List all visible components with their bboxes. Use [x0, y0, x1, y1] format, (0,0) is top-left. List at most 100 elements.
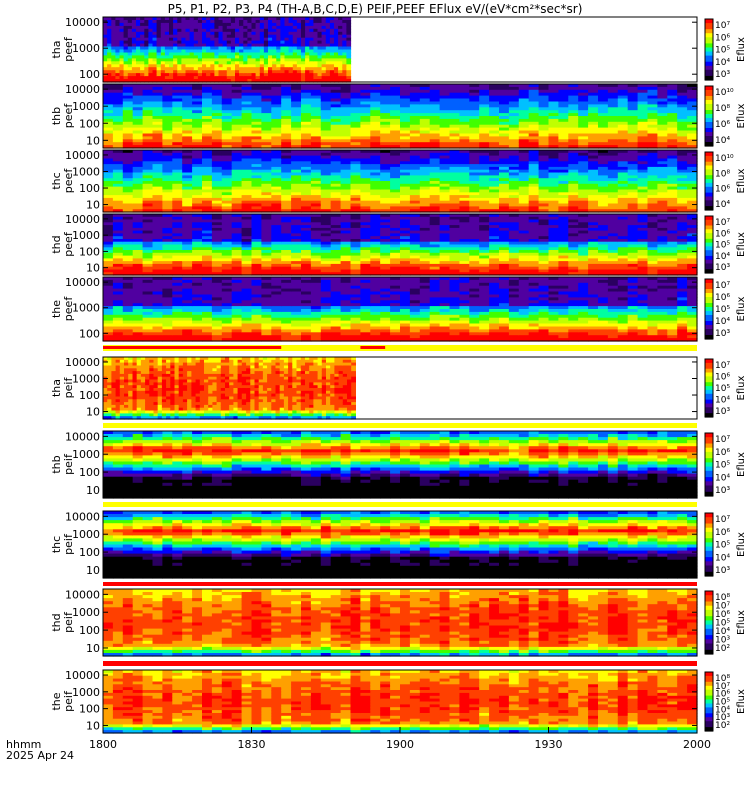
- heatmap-cell: [177, 37, 182, 42]
- heatmap-cell: [380, 107, 391, 111]
- colorbar-step: [705, 110, 713, 113]
- heatmap-cell: [400, 192, 411, 196]
- heatmap-cell: [132, 107, 144, 111]
- heatmap-cell: [160, 64, 166, 68]
- heatmap-cell: [479, 158, 490, 162]
- heatmap-cell: [222, 76, 228, 80]
- heatmap-cell: [459, 89, 470, 94]
- heatmap-cell: [192, 186, 203, 190]
- heatmap-cell: [548, 116, 559, 120]
- heatmap-cell: [221, 121, 233, 126]
- heatmap-cell: [667, 89, 678, 94]
- heatmap-cell: [321, 73, 327, 77]
- heatmap-cell: [607, 155, 619, 159]
- y-tick-label: 1000: [72, 165, 100, 178]
- heatmap-cell: [164, 43, 170, 48]
- heatmap-cell: [350, 142, 361, 146]
- heatmap-cell: [239, 79, 244, 83]
- heatmap-cell: [330, 186, 342, 190]
- heatmap-cell: [221, 169, 233, 174]
- heatmap-cell: [598, 133, 609, 137]
- heatmap-cell: [189, 79, 195, 83]
- heatmap-cell: [499, 101, 510, 105]
- heatmap-cell: [419, 203, 431, 207]
- heatmap-cell: [288, 22, 294, 27]
- heatmap-cell: [558, 116, 569, 120]
- heatmap-cell: [251, 186, 262, 190]
- heatmap-cell: [439, 101, 451, 105]
- heatmap-cell: [338, 46, 343, 51]
- heatmap-cell: [459, 133, 470, 137]
- heatmap-cell: [479, 183, 490, 188]
- heatmap-cell: [370, 139, 381, 143]
- heatmap-cell: [489, 200, 500, 205]
- heatmap-cell: [192, 195, 203, 199]
- heatmap-cell: [310, 152, 322, 157]
- heatmap-cell: [296, 46, 302, 51]
- heatmap-cell: [132, 195, 144, 199]
- heatmap-cell: [281, 89, 292, 94]
- heatmap-cell: [243, 22, 248, 27]
- heatmap-cell: [330, 104, 342, 108]
- heatmap-cell: [281, 116, 292, 120]
- heatmap-cell: [136, 55, 141, 59]
- heatmap-cell: [276, 40, 281, 45]
- heatmap-cell: [469, 166, 480, 171]
- heatmap-cell: [598, 101, 609, 105]
- heatmap-cell: [271, 203, 282, 207]
- heatmap-cell: [360, 166, 371, 171]
- heatmap-cell: [173, 34, 178, 39]
- heatmap-cell: [172, 127, 183, 132]
- heatmap-cell: [568, 203, 579, 207]
- heatmap-cell: [160, 79, 166, 83]
- heatmap-cell: [469, 192, 480, 196]
- heatmap-cell: [211, 195, 223, 199]
- heatmap-cell: [439, 192, 451, 196]
- heatmap-cell: [241, 164, 253, 168]
- heatmap-cell: [558, 84, 569, 88]
- heatmap-cell: [142, 89, 154, 94]
- heatmap-cell: [469, 206, 480, 210]
- heatmap-cell: [239, 43, 244, 48]
- heatmap-cell: [103, 67, 108, 71]
- heatmap-cell: [598, 203, 609, 207]
- heatmap-cell: [409, 206, 421, 210]
- heatmap-cell: [360, 155, 371, 159]
- heatmap-cell: [568, 86, 579, 91]
- heatmap-cell: [370, 142, 381, 146]
- heatmap-cell: [255, 79, 261, 83]
- heatmap-cell: [508, 164, 520, 168]
- heatmap-cell: [588, 175, 599, 179]
- panel-thd-peef: 10100100010000thdpeef10³10⁴10⁵10⁶10⁷Eflu…: [50, 213, 747, 276]
- heatmap-cell: [103, 55, 108, 59]
- heatmap-cell: [479, 166, 490, 171]
- heatmap-cell: [657, 118, 668, 123]
- heatmap-cell: [588, 127, 599, 132]
- heatmap-cell: [588, 84, 599, 88]
- heatmap-cell: [370, 118, 381, 123]
- heatmap-cell: [247, 34, 253, 39]
- heatmap-cell: [329, 79, 335, 83]
- heatmap-cell: [288, 28, 294, 33]
- heatmap-cell: [400, 169, 411, 174]
- heatmap-cell: [499, 124, 510, 129]
- heatmap-cell: [409, 155, 421, 159]
- heatmap-cell: [173, 58, 178, 62]
- heatmap-cell: [119, 49, 125, 54]
- heatmap-cell: [291, 158, 302, 162]
- heatmap-cell: [140, 17, 145, 21]
- heatmap-cell: [230, 76, 236, 80]
- heatmap-cell: [334, 25, 339, 30]
- heatmap-cell: [214, 58, 220, 62]
- heatmap-cell: [518, 127, 530, 132]
- heatmap-cell: [284, 34, 290, 39]
- heatmap-cell: [489, 189, 500, 193]
- heatmap-cell: [479, 127, 490, 132]
- heatmap-cell: [276, 20, 281, 24]
- heatmap-cell: [182, 139, 193, 143]
- heatmap-cell: [538, 206, 550, 210]
- heatmap-cell: [231, 139, 243, 143]
- heatmap-cell: [122, 152, 134, 157]
- heatmap-cell: [156, 79, 162, 83]
